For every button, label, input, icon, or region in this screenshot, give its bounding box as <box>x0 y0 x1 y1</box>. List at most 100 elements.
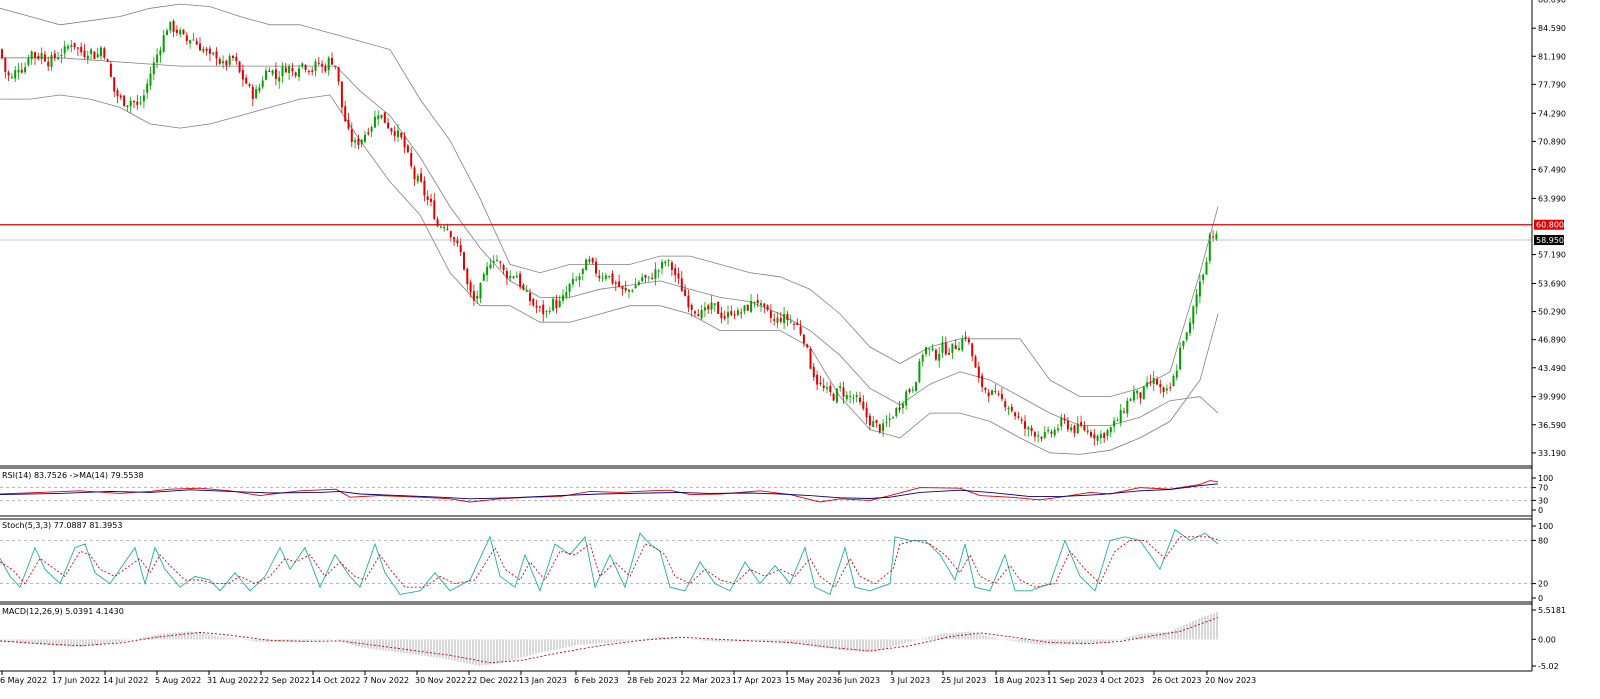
bullish-candle[interactable] <box>1146 382 1149 387</box>
bearish-candle[interactable] <box>251 86 254 99</box>
bearish-candle[interactable] <box>357 138 360 145</box>
bullish-candle[interactable] <box>872 421 875 427</box>
bearish-candle[interactable] <box>430 198 432 202</box>
bearish-candle[interactable] <box>1017 416 1020 418</box>
bullish-candle[interactable] <box>1202 274 1205 281</box>
bearish-candle[interactable] <box>670 262 673 270</box>
bullish-candle[interactable] <box>179 30 182 35</box>
bearish-candle[interactable] <box>684 289 687 296</box>
bullish-candle[interactable] <box>736 310 739 316</box>
bearish-candle[interactable] <box>538 306 541 308</box>
bearish-candle[interactable] <box>1004 401 1007 408</box>
bearish-candle[interactable] <box>433 200 436 220</box>
bearish-candle[interactable] <box>717 302 720 314</box>
bullish-candle[interactable] <box>664 261 667 264</box>
bearish-candle[interactable] <box>898 407 901 410</box>
bullish-candle[interactable] <box>647 276 650 278</box>
bearish-candle[interactable] <box>1123 411 1125 413</box>
bearish-candle[interactable] <box>1159 384 1162 387</box>
bullish-candle[interactable] <box>743 305 746 312</box>
bullish-candle[interactable] <box>14 70 17 79</box>
bullish-candle[interactable] <box>901 403 904 409</box>
bullish-candle[interactable] <box>258 87 261 91</box>
bearish-candle[interactable] <box>842 387 845 397</box>
bullish-candle[interactable] <box>17 69 20 73</box>
bullish-candle[interactable] <box>941 342 944 353</box>
bearish-candle[interactable] <box>175 29 178 33</box>
bearish-candle[interactable] <box>948 352 951 355</box>
bullish-candle[interactable] <box>380 114 383 118</box>
bearish-candle[interactable] <box>697 314 700 317</box>
bearish-candle[interactable] <box>235 56 238 61</box>
bullish-candle[interactable] <box>789 321 792 323</box>
bearish-candle[interactable] <box>674 268 677 276</box>
bullish-candle[interactable] <box>760 303 762 306</box>
bearish-candle[interactable] <box>1 49 3 58</box>
bearish-candle[interactable] <box>733 314 736 316</box>
bullish-candle[interactable] <box>265 70 267 80</box>
bullish-candle[interactable] <box>703 307 706 311</box>
bullish-candle[interactable] <box>938 353 941 361</box>
bullish-candle[interactable] <box>86 55 89 59</box>
bullish-candle[interactable] <box>925 347 927 355</box>
bearish-candle[interactable] <box>1169 387 1172 389</box>
bearish-candle[interactable] <box>779 318 782 322</box>
bullish-candle[interactable] <box>364 134 366 142</box>
bullish-candle[interactable] <box>845 394 848 400</box>
bullish-candle[interactable] <box>1096 435 1099 441</box>
bearish-candle[interactable] <box>324 66 327 72</box>
bearish-candle[interactable] <box>106 59 109 62</box>
bullish-candle[interactable] <box>271 70 274 75</box>
bullish-candle[interactable] <box>482 273 485 281</box>
bearish-candle[interactable] <box>274 69 277 79</box>
bearish-candle[interactable] <box>694 311 696 314</box>
bearish-candle[interactable] <box>133 101 135 103</box>
bearish-candle[interactable] <box>436 219 439 227</box>
bullish-candle[interactable] <box>604 275 607 279</box>
bullish-candle[interactable] <box>146 83 149 93</box>
bullish-candle[interactable] <box>512 276 515 278</box>
bullish-candle[interactable] <box>1129 399 1132 401</box>
bullish-candle[interactable] <box>443 226 446 229</box>
bearish-candle[interactable] <box>954 345 957 350</box>
bearish-candle[interactable] <box>390 128 393 132</box>
bullish-candle[interactable] <box>826 387 828 389</box>
bearish-candle[interactable] <box>103 48 106 58</box>
bearish-candle[interactable] <box>964 336 967 339</box>
bearish-candle[interactable] <box>720 312 723 319</box>
bullish-candle[interactable] <box>1179 347 1182 370</box>
bullish-candle[interactable] <box>855 395 858 398</box>
bullish-candle[interactable] <box>783 314 786 324</box>
bullish-candle[interactable] <box>228 56 231 65</box>
bearish-candle[interactable] <box>614 282 617 284</box>
bearish-candle[interactable] <box>756 300 759 304</box>
bullish-candle[interactable] <box>169 21 172 31</box>
bullish-candle[interactable] <box>255 89 258 99</box>
bearish-candle[interactable] <box>868 415 871 426</box>
bullish-candle[interactable] <box>951 343 954 353</box>
bullish-candle[interactable] <box>654 269 657 279</box>
bearish-candle[interactable] <box>43 54 46 62</box>
bullish-candle[interactable] <box>1152 377 1155 384</box>
bearish-candle[interactable] <box>1139 392 1142 399</box>
bearish-candle[interactable] <box>331 57 333 65</box>
bullish-candle[interactable] <box>1189 322 1191 334</box>
bearish-candle[interactable] <box>1033 432 1036 437</box>
bullish-candle[interactable] <box>1172 376 1175 387</box>
bullish-candle[interactable] <box>156 54 159 63</box>
bullish-candle[interactable] <box>486 266 489 276</box>
bearish-candle[interactable] <box>769 310 772 318</box>
bearish-candle[interactable] <box>806 344 809 348</box>
bullish-candle[interactable] <box>60 55 63 57</box>
bearish-candle[interactable] <box>677 273 680 279</box>
bullish-candle[interactable] <box>905 391 908 406</box>
bullish-candle[interactable] <box>476 295 479 299</box>
bullish-candle[interactable] <box>1205 261 1208 275</box>
bullish-candle[interactable] <box>641 277 644 282</box>
bullish-candle[interactable] <box>139 102 142 104</box>
bullish-candle[interactable] <box>1175 370 1178 378</box>
bearish-candle[interactable] <box>819 382 822 385</box>
bearish-candle[interactable] <box>182 29 185 34</box>
bullish-candle[interactable] <box>628 289 630 292</box>
